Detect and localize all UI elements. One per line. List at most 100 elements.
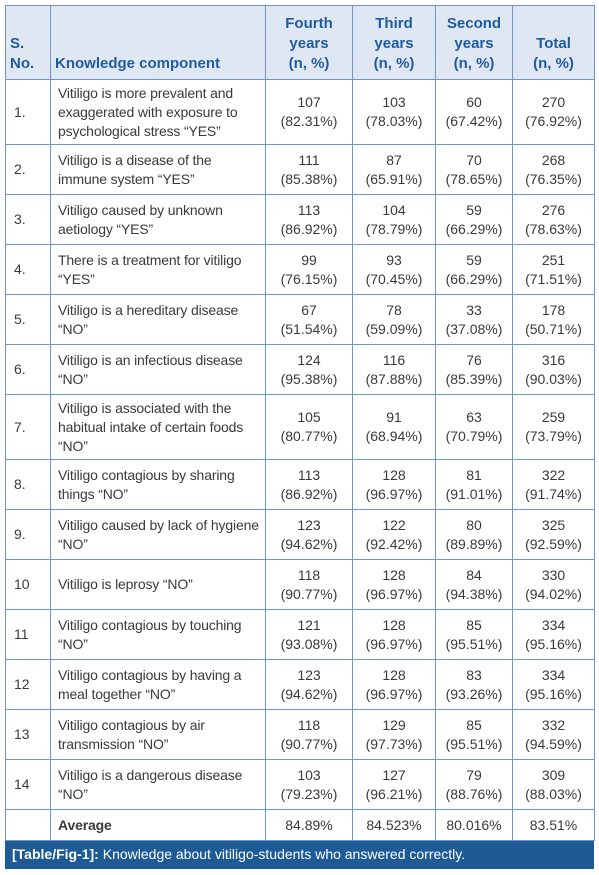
count: 330 [541, 566, 566, 583]
percent: (94.02%) [525, 585, 582, 602]
percent: (78.65%) [445, 170, 503, 187]
value-cell: 60 (67.42%) [435, 79, 513, 145]
value-cell: 122 (92.42%) [352, 509, 436, 560]
value-cell: 87 (65.91%) [352, 144, 436, 195]
header-text: Second [446, 15, 502, 32]
row-number: 12 [5, 659, 51, 710]
value-cell: 332 (94.59%) [512, 709, 595, 760]
percent: (79.23%) [280, 785, 338, 802]
percent: (66.29%) [445, 270, 503, 287]
value-cell: 129 (97.73%) [352, 709, 436, 760]
percent: (95.51%) [445, 735, 503, 752]
knowledge-component: Vitiligo is a dangerous disease “NO” [50, 759, 266, 810]
percent: (91.74%) [525, 485, 582, 502]
header-text: Knowledge component [55, 55, 220, 72]
percent: (78.63%) [525, 220, 582, 237]
count: 59 [466, 201, 482, 218]
count: 85 [466, 716, 482, 733]
value-cell: 78 (59.09%) [352, 294, 436, 345]
count: 128 [382, 666, 406, 683]
count: 268 [541, 151, 566, 168]
value-cell: 316 (90.03%) [512, 344, 595, 395]
percent: (94.62%) [280, 535, 338, 552]
percent: (76.35%) [525, 170, 582, 187]
percent: (78.79%) [365, 220, 423, 237]
average-label: Average [50, 809, 266, 841]
value-cell: 334 (95.16%) [512, 609, 595, 660]
percent: (70.79%) [445, 428, 503, 444]
count: 332 [541, 716, 566, 733]
average-row: Average 84.89% 84.523% 80.016% 83.51% [5, 809, 595, 841]
count: 121 [297, 616, 321, 633]
percent: (78.03%) [365, 113, 423, 129]
percent: (82.31%) [280, 113, 338, 129]
knowledge-component: Vitiligo is a hereditary disease “NO” [50, 294, 266, 345]
table-row: 7. Vitiligo is associated with the habitu… [5, 394, 595, 460]
value-cell: 334 (95.16%) [512, 659, 595, 710]
header-text: years [374, 35, 414, 52]
knowledge-table: S. No. Knowledge component Fourth years (n, %… [5, 5, 595, 841]
count: 105 [297, 409, 321, 425]
count: 309 [541, 766, 566, 783]
count: 325 [541, 516, 566, 533]
table-row: 8. Vitiligo contagious by sharing things … [5, 459, 595, 510]
average-value: 84.89% [265, 809, 353, 841]
percent: (76.92%) [525, 113, 582, 129]
percent: (96.97%) [365, 635, 423, 652]
count: 85 [466, 616, 482, 633]
percent: (73.79%) [525, 428, 582, 444]
row-number: 9. [5, 509, 51, 560]
value-cell: 178 (50.71%) [512, 294, 595, 345]
count: 107 [297, 94, 321, 110]
value-cell: 325 (92.59%) [512, 509, 595, 560]
value-cell: 251 (71.51%) [512, 244, 595, 295]
percent: (86.92%) [280, 220, 338, 237]
percent: (50.71%) [525, 320, 582, 337]
count: 79 [466, 766, 482, 783]
percent: (93.26%) [445, 685, 503, 702]
percent: (88.76%) [445, 785, 503, 802]
table-row: 3. Vitiligo caused by unknown aetiology “… [5, 194, 595, 245]
caption-label: [Table/Fig-1]: [12, 846, 99, 862]
value-cell: 105 (80.77%) [265, 394, 353, 460]
knowledge-component: Vitiligo contagious by air transmission … [50, 709, 266, 760]
value-cell: 63 (70.79%) [435, 394, 513, 460]
empty-cell [5, 809, 51, 841]
percent: (90.77%) [280, 735, 338, 752]
count: 123 [297, 666, 321, 683]
value-cell: 33 (37.08%) [435, 294, 513, 345]
count: 123 [297, 516, 321, 533]
value-cell: 116 (87.88%) [352, 344, 436, 395]
count: 93 [386, 251, 402, 268]
percent: (88.03%) [525, 785, 582, 802]
header-text: S. [10, 35, 25, 52]
count: 270 [541, 94, 566, 110]
count: 70 [466, 151, 482, 168]
row-number: 11 [5, 609, 51, 660]
value-cell: 85 (95.51%) [435, 609, 513, 660]
percent: (89.89%) [445, 535, 503, 552]
value-cell: 259 (73.79%) [512, 394, 595, 460]
table-row: 5. Vitiligo is a hereditary disease “NO” 6… [5, 294, 595, 345]
average-value: 83.51% [512, 809, 595, 841]
value-cell: 118 (90.77%) [265, 709, 353, 760]
header-row: S. No. Knowledge component Fourth years (n, %… [5, 5, 595, 80]
value-cell: 84 (94.38%) [435, 559, 513, 610]
count: 128 [382, 466, 406, 483]
value-cell: 67 (51.54%) [265, 294, 353, 345]
percent: (95.38%) [280, 370, 338, 387]
table-row: 11 Vitiligo contagious by touching “NO” 12… [5, 609, 595, 660]
value-cell: 128 (96.97%) [352, 609, 436, 660]
count: 60 [466, 94, 482, 110]
percent: (59.09%) [365, 320, 423, 337]
value-cell: 103 (79.23%) [265, 759, 353, 810]
percent: (95.16%) [525, 685, 582, 702]
header-text: Fourth [285, 15, 333, 32]
percent: (70.45%) [365, 270, 423, 287]
count: 87 [386, 151, 402, 168]
row-number: 5. [5, 294, 51, 345]
count: 128 [382, 566, 406, 583]
value-cell: 322 (91.74%) [512, 459, 595, 510]
value-cell: 128 (96.97%) [352, 659, 436, 710]
